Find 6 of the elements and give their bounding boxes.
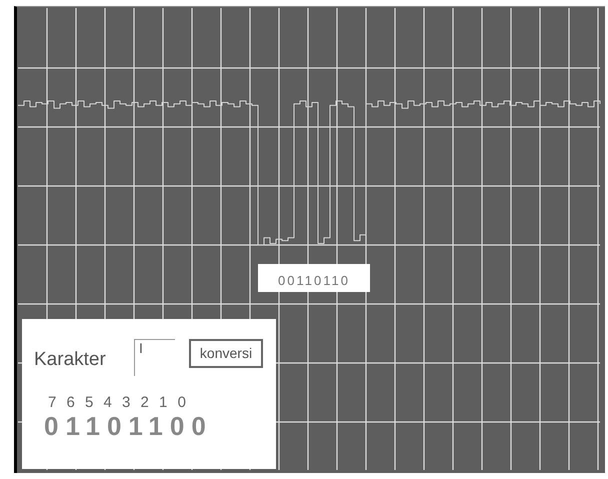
text: I [134,339,175,376]
text: Karakter [34,349,106,371]
text: konversi [189,339,263,368]
text: 7 6 5 4 3 2 1 0 [48,394,190,411]
text: 01101100 [44,411,214,442]
text: 00110110 [258,264,370,292]
